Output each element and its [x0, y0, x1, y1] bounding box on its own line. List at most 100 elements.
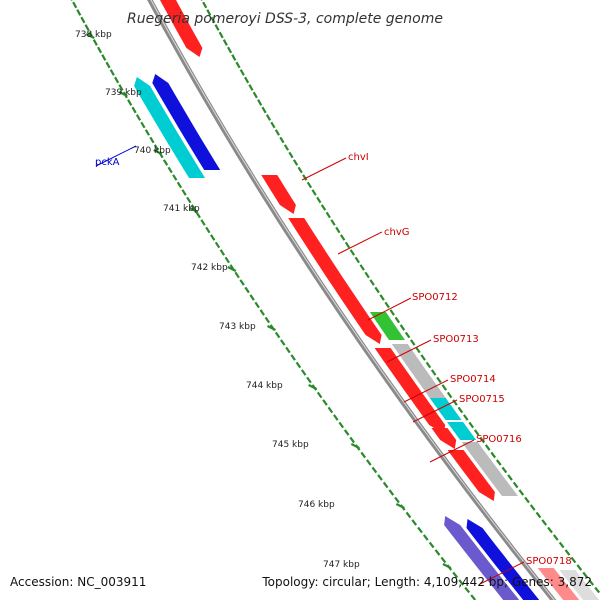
outer-tick-ring-dash — [479, 436, 485, 444]
inner-tick-ring-dash — [440, 556, 447, 564]
gene-label-SPO0714[interactable]: SPO0714 — [450, 374, 496, 385]
gene-label-chvI[interactable]: chvI — [348, 152, 369, 163]
outer-tick-ring-dash — [594, 586, 600, 594]
kbp-label-741: 741 kbp — [163, 204, 200, 214]
gene-SPO0714 — [414, 405, 446, 434]
outer-tick-ring-dash — [501, 466, 508, 474]
inner-tick-ring-dash — [153, 144, 160, 151]
inner-tick-ring-dash — [172, 174, 178, 181]
gene-pckA — [134, 77, 206, 178]
outer-tick-ring-dash — [283, 144, 290, 151]
inner-tick-ring-dash — [322, 399, 328, 406]
label-leaders — [95, 145, 525, 585]
gene-label-SPO0715[interactable]: SPO0715 — [459, 394, 505, 405]
inner-tick-ring-dash — [72, 1, 78, 9]
outer-tick-ring-dash — [588, 579, 595, 586]
kbp-label-743: 743 kbp — [219, 322, 256, 332]
inner-tick-ring-dash — [97, 46, 103, 54]
gene-label-pckA[interactable]: pckA — [95, 157, 120, 168]
inner-tick-ring-dash — [205, 226, 211, 234]
outer-tick-ring-dash — [415, 346, 421, 354]
outer-tick-ring-dash — [582, 571, 589, 579]
inner-tick-ring-dash — [333, 414, 339, 421]
gene-SPO0713 — [374, 348, 433, 417]
inner-tick-ring-dash — [181, 189, 187, 196]
inner-tick-ring-dash — [280, 339, 286, 346]
outer-tick-ring-dash — [316, 196, 322, 204]
outer-tick-ring-dash — [410, 339, 416, 346]
gene-label-chvG[interactable]: chvG — [384, 227, 410, 238]
inner-tick-ring-dash — [434, 549, 441, 556]
outer-tick-ring-dash — [463, 414, 469, 421]
outer-tick-ring-dash — [354, 256, 360, 264]
inner-tick-ring-dash — [327, 406, 334, 414]
outer-tick-ring-dash — [473, 429, 480, 436]
outer-tick-ring-dash — [222, 39, 228, 46]
inner-tick-ring-dash — [371, 466, 378, 474]
outer-tick-ring-dash — [535, 511, 542, 519]
gene-reverse-purple — [444, 516, 520, 600]
inner-tick-ring-dash — [464, 586, 471, 594]
inner-tick-ring-dash — [338, 421, 345, 429]
leader-pckA — [95, 145, 137, 167]
accession-text: Accession: NC_003911 — [10, 575, 146, 589]
outer-tick-ring-dash — [468, 421, 475, 429]
outer-tick-ring-dash — [202, 1, 208, 9]
kbp-label-742: 742 kbp — [191, 263, 228, 273]
outer-tick-ring-dash — [507, 474, 513, 481]
inner-tick-ring-dash — [394, 496, 400, 504]
outer-tick-ring-dash — [210, 16, 216, 24]
gene-label-SPO0712[interactable]: SPO0712 — [412, 292, 458, 303]
major-tick — [442, 563, 452, 569]
inner-tick-ring-dash — [306, 376, 312, 384]
inner-tick-ring-dash — [234, 271, 240, 279]
inner-tick-ring-dash — [210, 234, 216, 241]
inner-tick-ring-dash — [259, 309, 265, 316]
inner-tick-ring-dash — [224, 256, 230, 264]
outer-tick-ring-dash — [524, 496, 530, 504]
outer-tick-ring-dash — [552, 534, 559, 541]
inner-tick-ring-dash — [114, 76, 120, 84]
outer-tick-ring-dash — [311, 189, 317, 196]
inner-tick-ring-dash — [80, 16, 86, 24]
outer-tick-ring-dash — [518, 489, 525, 496]
backbone-highlight — [150, 0, 555, 600]
inner-tick-ring-dash — [76, 9, 82, 16]
map-title: Ruegeria pomeroyi DSS-3, complete genome — [127, 11, 443, 27]
leader-SPO0718 — [479, 561, 525, 585]
outer-tick-ring-dash — [425, 361, 432, 369]
kbp-label-738: 738 kbp — [75, 30, 112, 40]
outer-tick-ring-dash — [325, 211, 331, 219]
major-tick — [118, 91, 128, 97]
leader-chvG — [337, 231, 383, 255]
outer-tick-ring-dash — [394, 316, 401, 324]
outer-tick-ring-dash — [359, 264, 365, 271]
inner-tick-ring-dash — [249, 294, 255, 301]
inner-tick-ring-dash — [349, 436, 355, 444]
gene-chvI — [261, 175, 296, 214]
gene-features — [134, 0, 600, 600]
gene-label-SPO0716[interactable]: SPO0716 — [476, 434, 522, 445]
kbp-label-747: 747 kbp — [323, 560, 360, 570]
outer-tick-ring-dash — [379, 294, 385, 301]
gene-SPO0718 — [537, 568, 580, 600]
outer-tick-ring-dash — [270, 121, 276, 129]
inner-tick-ring-dash — [388, 489, 395, 496]
gene-grey-outer-3 — [559, 570, 600, 600]
outer-tick-ring-dash — [344, 241, 351, 249]
inner-tick-ring-dash — [84, 24, 90, 31]
leader-SPO0714 — [403, 379, 449, 403]
tick-rings — [70, 0, 600, 600]
gene-chvG — [288, 218, 382, 344]
kbp-label-740: 740 kbp — [134, 146, 171, 156]
outer-tick-ring-dash — [297, 166, 303, 174]
gene-label-SPO0713[interactable]: SPO0713 — [433, 334, 479, 345]
gene-label-SPO0718[interactable]: SPO0718 — [526, 556, 572, 567]
outer-tick-ring-dash — [257, 99, 263, 106]
inner-tick-ring-dash — [452, 571, 459, 579]
outer-tick-ring-dash — [227, 46, 233, 54]
inner-tick-ring-dash — [417, 526, 423, 534]
inner-tick-ring-dash — [343, 429, 350, 436]
inner-tick-ring-dash — [382, 481, 389, 489]
outer-tick-ring-dash — [374, 286, 380, 294]
